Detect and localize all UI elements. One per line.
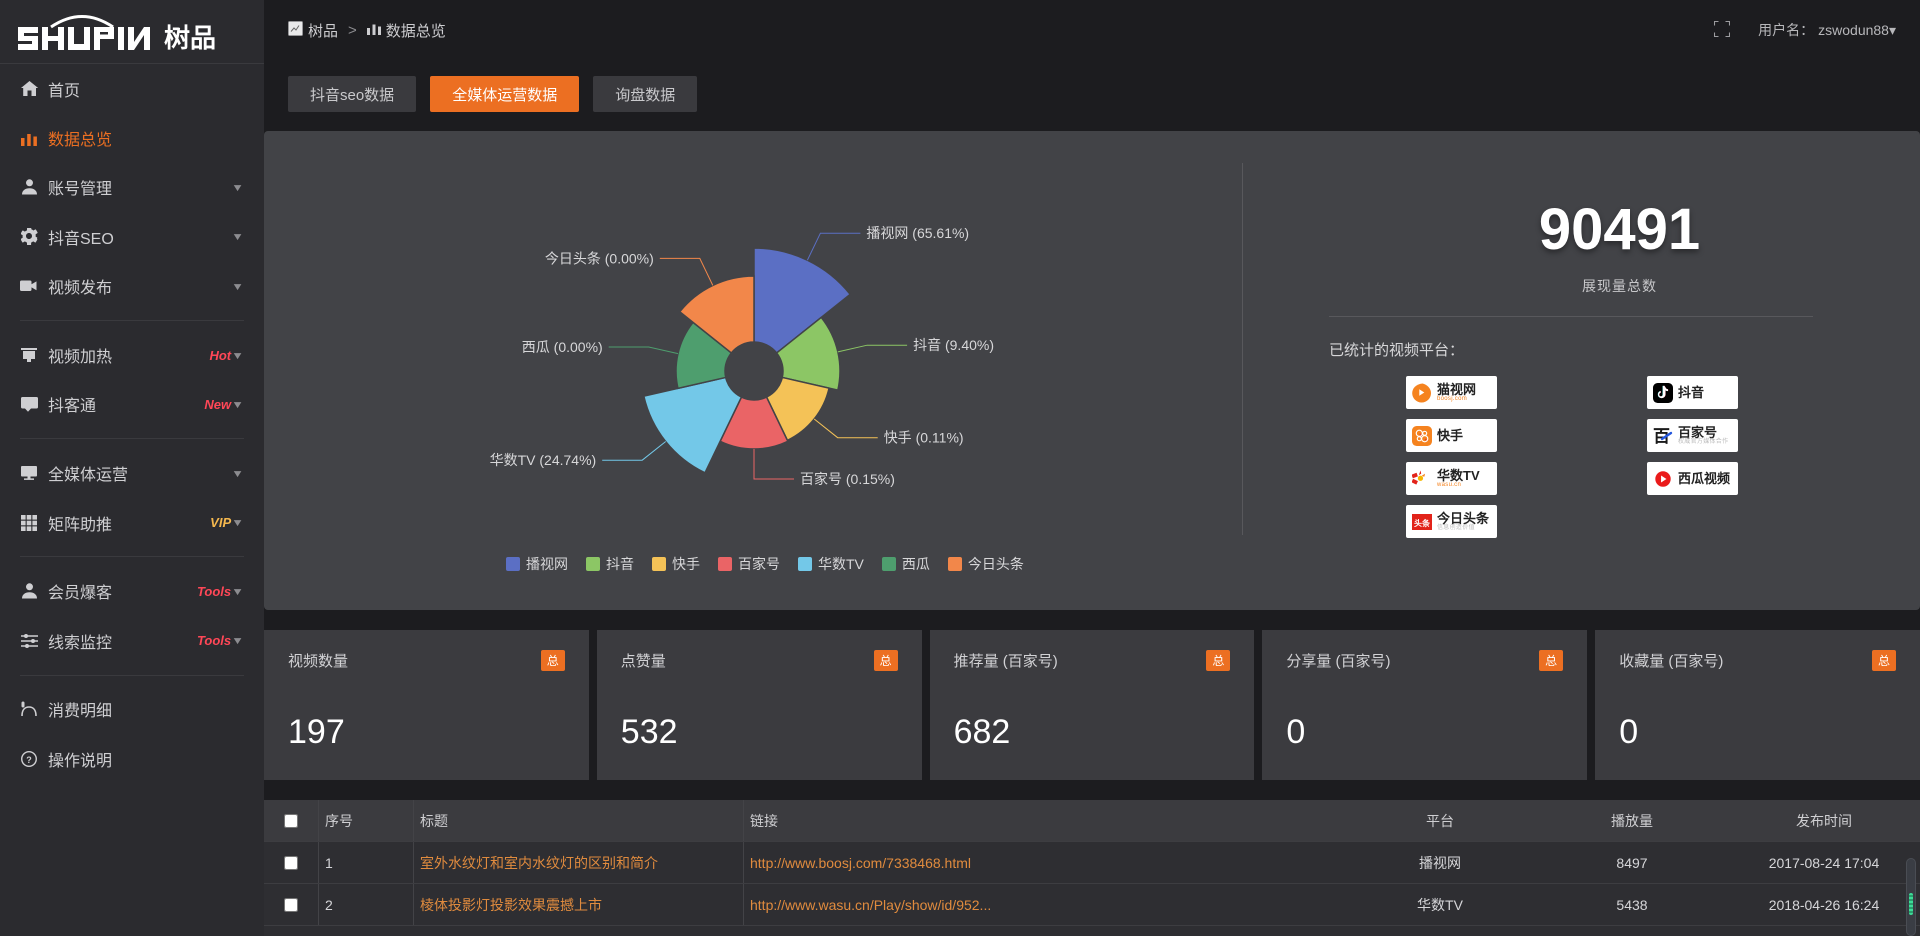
svg-text:头条: 头条 (1414, 518, 1431, 528)
svg-text:百家号 (0.15%): 百家号 (0.15%) (800, 471, 895, 487)
svg-text:今日头条 (0.00%): 今日头条 (0.00%) (545, 250, 654, 266)
svg-text:树品: 树品 (164, 23, 216, 52)
svg-text:快手 (0.11%): 快手 (0.11%) (884, 430, 964, 446)
svg-text:西瓜 (0.00%): 西瓜 (0.00%) (522, 339, 603, 355)
svg-text:抖音 (9.40%): 抖音 (9.40%) (913, 337, 994, 353)
svg-text:播视网 (65.61%): 播视网 (65.61%) (866, 225, 969, 241)
svg-text:华数TV (24.74%): 华数TV (24.74%) (490, 452, 597, 468)
svg-text:?: ? (26, 755, 32, 765)
